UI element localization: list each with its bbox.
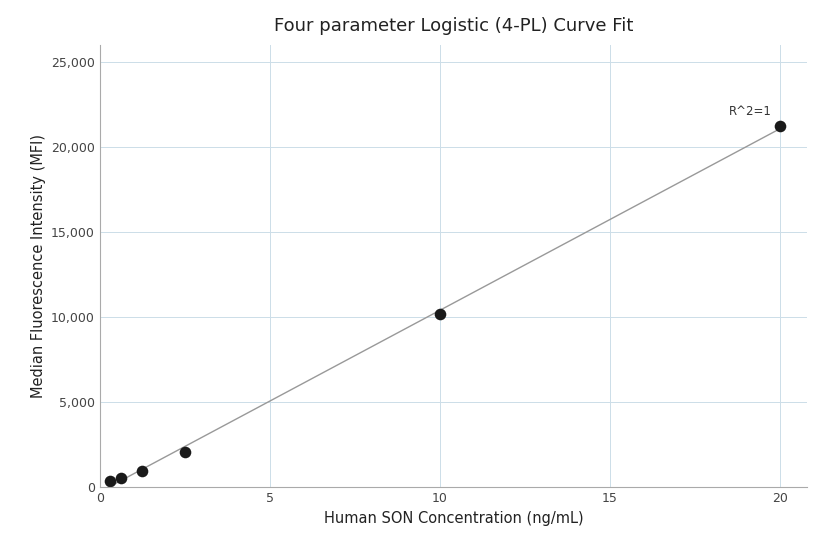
Y-axis label: Median Fluorescence Intensity (MFI): Median Fluorescence Intensity (MFI): [31, 134, 46, 398]
Title: Four parameter Logistic (4-PL) Curve Fit: Four parameter Logistic (4-PL) Curve Fit: [274, 17, 633, 35]
Point: [136, 466, 149, 475]
Point: [104, 476, 117, 485]
X-axis label: Human SON Concentration (ng/mL): Human SON Concentration (ng/mL): [324, 511, 583, 526]
Point: [773, 122, 786, 131]
Point: [115, 473, 128, 482]
Text: R^2=1: R^2=1: [729, 105, 772, 118]
Point: [178, 448, 191, 457]
Point: [433, 309, 447, 318]
